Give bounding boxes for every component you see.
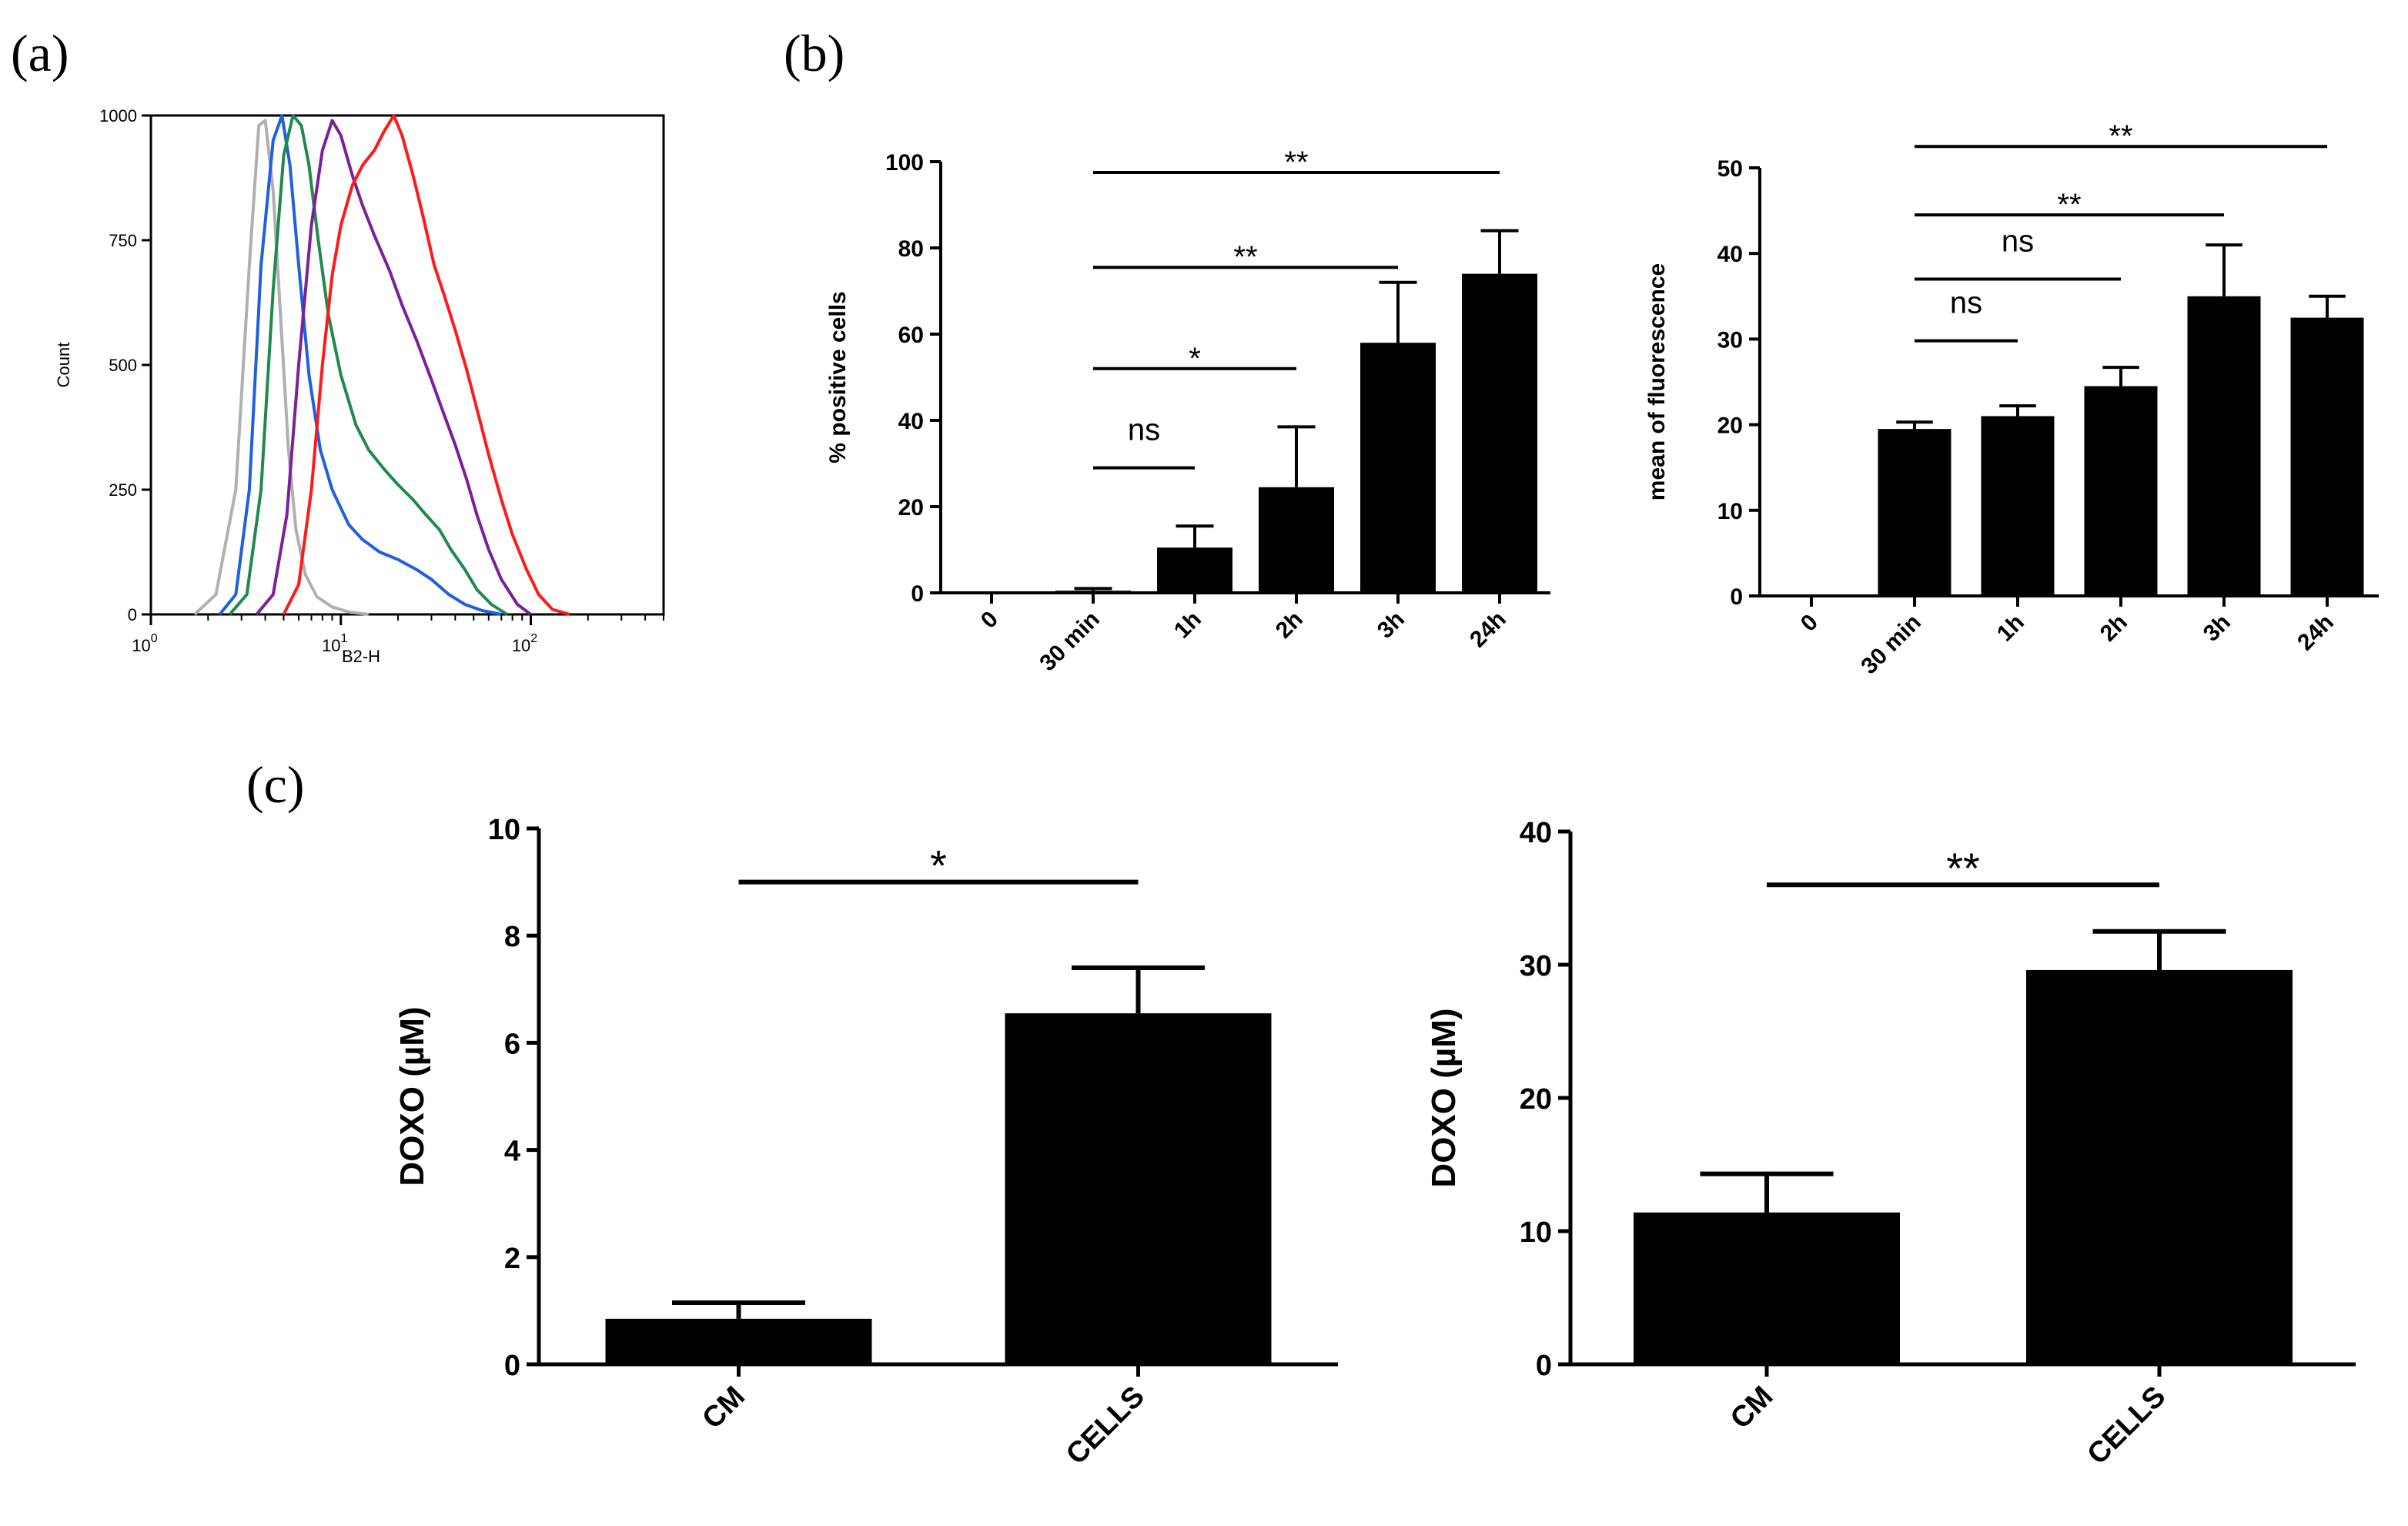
bar-2 <box>1157 547 1232 593</box>
bar-3 <box>1259 487 1334 593</box>
bar-1 <box>1005 1013 1272 1364</box>
x-tick-label: CM <box>696 1380 751 1435</box>
y-axis-label: Count <box>54 343 73 388</box>
doxo-concentration-chart-1: 0 2 4 6 8 10 CM CELLS DOXO (µM) * <box>393 814 1338 1471</box>
x-tick-label: 100 <box>132 632 157 655</box>
y-tick-label: 80 <box>898 236 924 262</box>
histogram-series-3 <box>255 119 532 616</box>
y-tick-label: 40 <box>898 409 924 434</box>
y-tick-label: 0 <box>911 581 924 607</box>
y-axis-label: DOXO (µM) <box>1425 1008 1463 1187</box>
panel-label-c: (c) <box>246 755 304 814</box>
significance-label-3: ** <box>1284 146 1308 179</box>
y-tick-label: 6 <box>504 1028 520 1060</box>
x-tick-label: 1h <box>1169 607 1206 644</box>
x-tick-label: 24h <box>1465 607 1511 653</box>
y-tick-label: 10 <box>1717 499 1743 524</box>
x-tick-label: 102 <box>512 632 537 655</box>
y-tick-label: 0 <box>128 605 137 624</box>
histogram-series-1 <box>218 114 502 616</box>
y-tick-label: 30 <box>1717 327 1743 353</box>
histogram-series-0 <box>193 119 370 616</box>
y-tick-label: 30 <box>1520 950 1552 982</box>
significance-label-2: ** <box>1233 240 1257 274</box>
significance-label-3: ** <box>2109 119 2132 153</box>
significance-label-0: ** <box>1946 844 1980 892</box>
x-tick-label: 1h <box>1992 610 2029 647</box>
histogram-series-2 <box>228 114 508 616</box>
significance-label-1: ns <box>2002 225 2034 259</box>
mean-fluorescence-bar-chart: 0 10 20 30 40 50 0 30 min 1h 2h 3h 24h mean of fluor… <box>1644 119 2379 679</box>
x-tick-label: 101 <box>322 632 347 655</box>
y-tick-label: 0 <box>504 1350 520 1382</box>
y-tick-label: 1000 <box>99 106 137 125</box>
histogram-series-4 <box>282 114 570 616</box>
bar-3 <box>2084 386 2158 596</box>
x-tick-base: 10 <box>512 636 530 655</box>
x-tick-label: 24h <box>2293 610 2339 656</box>
y-tick-label: 10 <box>488 814 520 846</box>
x-tick-label: 2h <box>2095 610 2132 647</box>
bar-4 <box>1360 343 1436 593</box>
bar-1 <box>1878 429 1951 596</box>
y-tick-label: 4 <box>504 1136 520 1168</box>
significance-label-0: ns <box>1128 413 1160 447</box>
y-tick-label: 40 <box>1520 817 1552 849</box>
bar-0 <box>1634 1212 1900 1364</box>
y-tick-label: 10 <box>1520 1216 1552 1249</box>
y-tick-label: 50 <box>1717 156 1743 182</box>
x-tick-label: CELLS <box>1060 1380 1151 1471</box>
significance-label-1: * <box>1189 342 1201 376</box>
x-tick-label: 30 min <box>1035 607 1105 677</box>
y-axis-label: DOXO (µM) <box>393 1006 431 1186</box>
significance-label-0: * <box>930 842 947 890</box>
positive-cells-bar-chart: 0 20 40 60 80 100 0 30 min 1h 2h 3h 24h % positive c… <box>825 146 1550 676</box>
x-tick-label: CM <box>1724 1380 1779 1435</box>
x-tick-label: 30 min <box>1856 610 1926 680</box>
y-tick-label: 20 <box>1520 1083 1552 1116</box>
x-tick-label: 3h <box>2199 610 2236 647</box>
y-tick-label: 100 <box>885 150 924 176</box>
x-tick-label: 2h <box>1271 607 1308 644</box>
doxo-concentration-chart-2: 0 10 20 30 40 CM CELLS DOXO (µM) ** <box>1425 817 2356 1471</box>
y-tick-label: 8 <box>504 921 520 953</box>
y-axis-label: mean of fluorescence <box>1644 263 1670 500</box>
y-tick-label: 20 <box>1717 413 1743 439</box>
y-tick-label: 0 <box>1730 584 1743 610</box>
y-tick-label: 500 <box>109 356 137 375</box>
x-axis-label: B2-H <box>342 647 380 666</box>
y-tick-label: 750 <box>109 231 137 250</box>
x-tick-exponent: 0 <box>151 632 158 645</box>
y-tick-label: 40 <box>1717 242 1743 267</box>
bar-5 <box>1462 273 1537 593</box>
panel-label-b: (b) <box>784 24 844 82</box>
y-tick-label: 20 <box>898 495 924 520</box>
bar-1 <box>2026 969 2293 1364</box>
panel-label-a: (a) <box>11 24 69 82</box>
x-tick-label: 3h <box>1373 607 1410 644</box>
x-tick-base: 10 <box>132 636 150 655</box>
bar-0 <box>605 1318 872 1364</box>
bar-4 <box>2187 296 2261 596</box>
y-tick-label: 0 <box>1536 1350 1552 1382</box>
x-tick-label: 0 <box>976 607 1003 634</box>
x-tick-exponent: 1 <box>341 632 348 645</box>
significance-label-2: ** <box>2057 188 2081 222</box>
bar-2 <box>1981 416 2055 596</box>
y-tick-label: 60 <box>898 323 924 348</box>
x-tick-base: 10 <box>322 636 340 655</box>
x-tick-label: CELLS <box>2082 1380 2172 1471</box>
y-tick-label: 2 <box>504 1243 520 1275</box>
x-tick-label: 0 <box>1796 610 1823 637</box>
y-tick-label: 250 <box>109 480 137 500</box>
y-axis-label: % positive cells <box>825 291 851 463</box>
significance-label-0: ns <box>1950 286 1982 320</box>
bar-5 <box>2290 317 2364 596</box>
x-tick-exponent: 2 <box>530 632 537 645</box>
